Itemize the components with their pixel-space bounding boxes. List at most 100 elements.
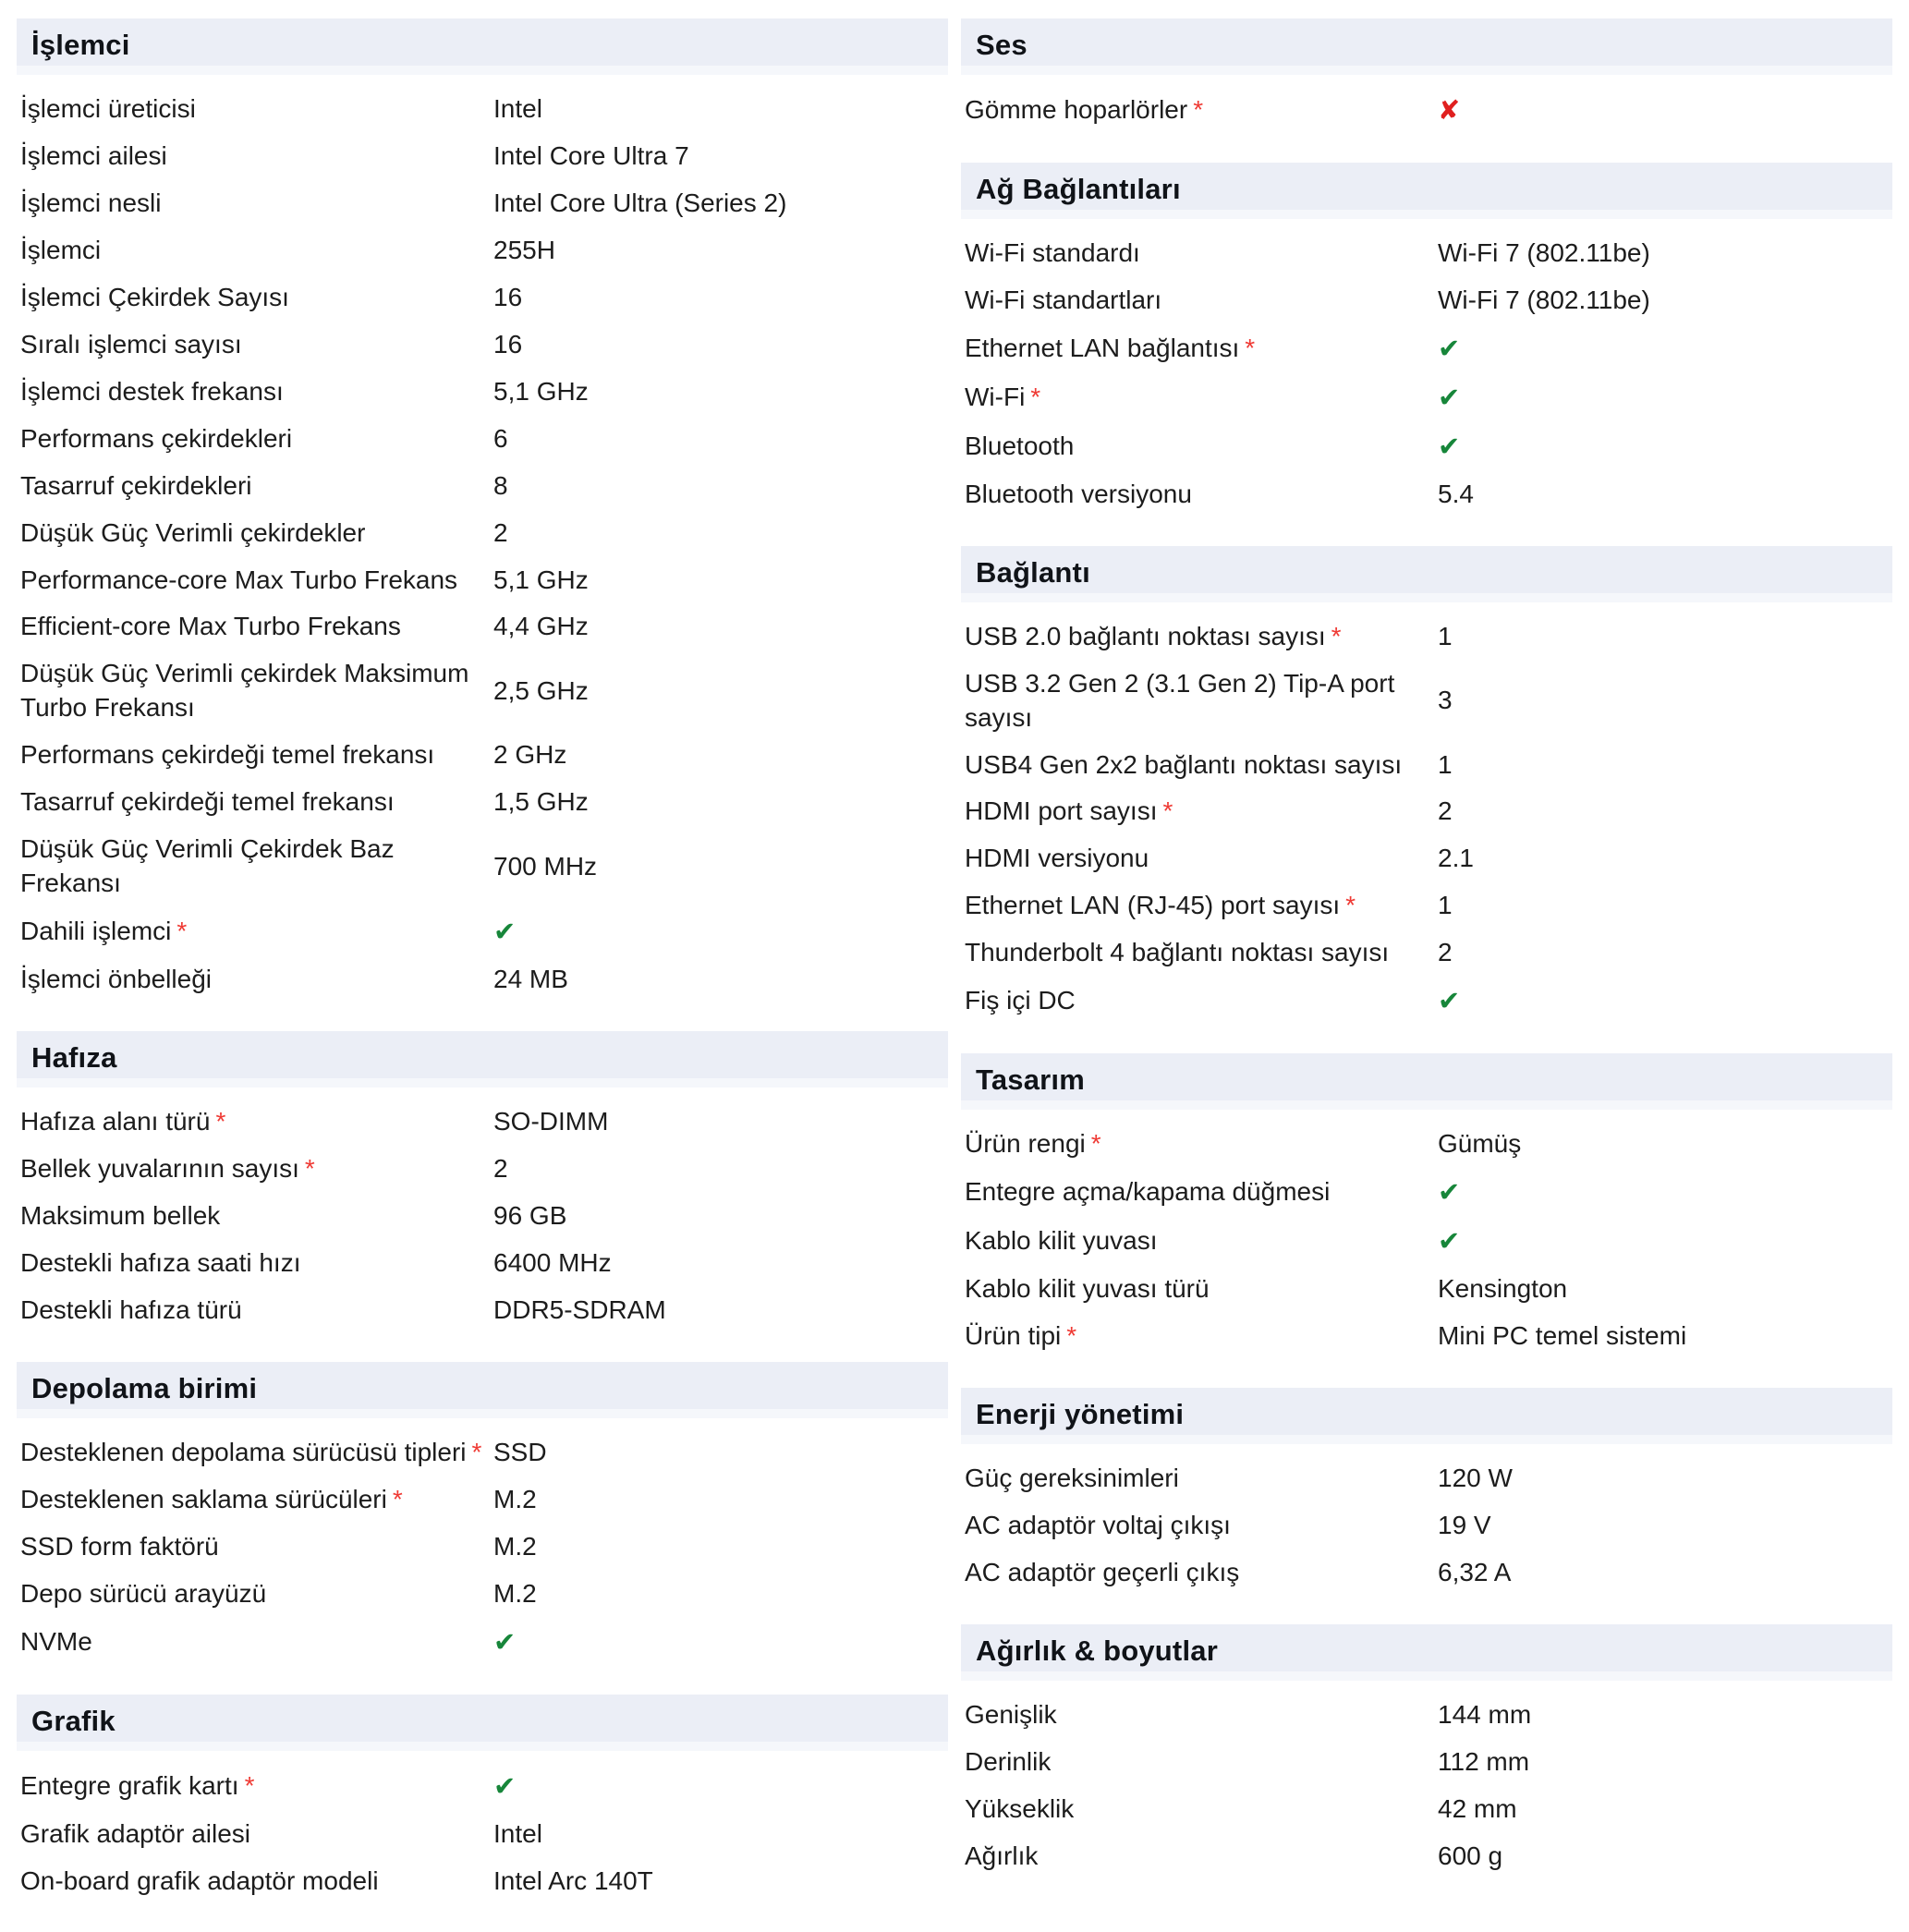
spec-label: Yükseklik [965, 1793, 1075, 1823]
section-header: Tasarım [961, 1053, 1892, 1111]
spec-row: Efficient-core Max Turbo Frekans 4,4 GHz [17, 603, 948, 650]
spec-label: On-board grafik adaptör modeli [20, 1865, 379, 1895]
spec-label: USB 2.0 bağlantı noktası sayısı * [965, 621, 1342, 650]
spec-label: AC adaptör voltaj çıkışı [965, 1510, 1231, 1539]
required-asterisk: * [1345, 891, 1356, 920]
spec-label: Bellek yuvalarının sayısı * [20, 1154, 315, 1184]
spec-row: Düşük Güç Verimli çekirdek Maksimum Turb… [17, 650, 948, 732]
spec-value: ✔ [1438, 380, 1892, 416]
spec-row: SSD form faktörü M.2 [17, 1524, 948, 1571]
spec-label: SSD form faktörü [20, 1531, 219, 1561]
spec-value: Wi-Fi 7 (802.11be) [1438, 237, 1650, 267]
spec-label: Performans çekirdeği temel frekansı [20, 740, 435, 770]
spec-row: İşlemci ailesi Intel Core Ultra 7 [17, 133, 948, 180]
spec-row: Tasarruf çekirdeği temel frekansı 1,5 GHz [17, 779, 948, 826]
spec-label: Depo sürücü arayüzü [20, 1578, 267, 1608]
spec-value: 1 [1438, 621, 1453, 650]
spec-row: Destekli hafıza türü DDR5-SDRAM [17, 1287, 948, 1334]
spec-row: Kablo kilit yuvası ✔ [961, 1217, 1892, 1266]
spec-label: NVMe [20, 1626, 92, 1656]
spec-label: Efficient-core Max Turbo Frekans [20, 612, 401, 641]
spec-label: Ağırlık [965, 1841, 1039, 1870]
spec-label: İşlemci destek frekansı [20, 376, 284, 406]
spec-row: Düşük Güç Verimli çekirdekler 2 [17, 510, 948, 557]
spec-value: 120 W [1438, 1464, 1513, 1493]
spec-label: Destekli hafıza türü [20, 1294, 242, 1324]
spec-value: Intel [493, 1818, 542, 1848]
spec-value: Intel Arc 140T [493, 1865, 653, 1895]
spec-section: Bağlantı USB 2.0 bağlantı noktası sayısı *… [961, 545, 1892, 1027]
spec-row: Depo sürücü arayüzü M.2 [17, 1571, 948, 1618]
spec-row: HDMI versiyonu 2.1 [961, 835, 1892, 882]
check-icon: ✔ [1438, 985, 1461, 1017]
spec-row: Grafik adaptör ailesi Intel [17, 1811, 948, 1858]
spec-row: Ürün tipi * Mini PC temel sistemi [961, 1313, 1892, 1360]
spec-row: Bluetooth ✔ [961, 422, 1892, 471]
required-asterisk: * [1090, 1129, 1101, 1159]
spec-value: Intel [493, 94, 542, 123]
spec-value: 16 [493, 282, 523, 311]
spec-label: Tasarruf çekirdeği temel frekansı [20, 787, 395, 817]
spec-row: Fiş içi DC ✔ [961, 977, 1892, 1026]
spec-value: ✔ [493, 1624, 948, 1660]
spec-value: 5,1 GHz [493, 565, 589, 594]
spec-section: Enerji yönetimi Güç gereksinimleri 120 W AC… [961, 1388, 1892, 1597]
spec-value: SO-DIMM [493, 1107, 609, 1136]
spec-row: HDMI port sayısı * 2 [961, 788, 1892, 835]
spec-row: İşlemci destek frekansı 5,1 GHz [17, 369, 948, 416]
spec-section: Ağırlık & boyutlar Genişlik 144 mm Derinlik… [961, 1623, 1892, 1880]
check-icon: ✔ [1438, 381, 1461, 413]
spec-value: M.2 [493, 1484, 537, 1513]
spec-value: 112 mm [1438, 1746, 1530, 1776]
section-header: Ağırlık & boyutlar [961, 1623, 1892, 1681]
spec-label: Derinlik [965, 1746, 1052, 1776]
spec-row: Dahili işlemci * ✔ [17, 907, 948, 956]
spec-row: Kablo kilit yuvası türü Kensington [961, 1266, 1892, 1313]
cross-icon: ✘ [1438, 94, 1461, 126]
spec-value: 2 [1438, 938, 1453, 967]
spec-row: Desteklenen saklama sürücüleri * M.2 [17, 1476, 948, 1524]
spec-row: Bluetooth versiyonu 5.4 [961, 471, 1892, 518]
spec-label: Sıralı işlemci sayısı [20, 329, 242, 358]
spec-row: Entegre açma/kapama düğmesi ✔ [961, 1168, 1892, 1217]
spec-value: ✔ [1438, 1223, 1892, 1259]
spec-row: Wi-Fi * ✔ [961, 373, 1892, 422]
spec-value: ✔ [1438, 983, 1892, 1019]
spec-value: 2 [1438, 796, 1453, 826]
section-header: Grafik [17, 1694, 948, 1751]
spec-row: Ürün rengi * Gümüş [961, 1121, 1892, 1168]
section-header: Depolama birimi [17, 1361, 948, 1418]
spec-label: İşlemci önbelleği [20, 965, 212, 994]
spec-label: Tasarruf çekirdekleri [20, 470, 252, 500]
spec-row: Maksimum bellek 96 GB [17, 1193, 948, 1240]
spec-label: Hafıza alanı türü * [20, 1107, 226, 1136]
spec-value: SSD [493, 1437, 547, 1466]
spec-section: Ağ Bağlantıları Wi-Fi standardı Wi-Fi 7 (8… [961, 162, 1892, 518]
spec-label: Ethernet LAN bağlantısı * [965, 333, 1256, 362]
check-icon: ✔ [493, 1769, 517, 1802]
spec-value: Kensington [1438, 1274, 1568, 1304]
spec-label: HDMI versiyonu [965, 844, 1149, 873]
spec-row: Wi-Fi standardı Wi-Fi 7 (802.11be) [961, 230, 1892, 277]
spec-label: Kablo kilit yuvası türü [965, 1274, 1210, 1304]
spec-label: Maksimum bellek [20, 1200, 221, 1230]
required-asterisk: * [1066, 1321, 1077, 1351]
spec-value: 2 [493, 1154, 508, 1184]
spec-label: Bluetooth [965, 431, 1075, 460]
spec-row: Entegre grafik kartı * ✔ [17, 1762, 948, 1811]
spec-row: İşlemci üreticisi Intel [17, 86, 948, 133]
spec-column-left: İşlemci İşlemci üreticisi Intel İşlemci ail… [17, 18, 948, 1904]
spec-label: Ürün tipi * [965, 1321, 1077, 1351]
spec-label: Düşük Güç Verimli Çekirdek Baz Frekansı [20, 834, 395, 898]
spec-row: Genişlik 144 mm [961, 1692, 1892, 1739]
spec-row: USB 2.0 bağlantı noktası sayısı * 1 [961, 614, 1892, 661]
check-icon: ✔ [493, 1625, 517, 1658]
spec-value: 24 MB [493, 965, 568, 994]
spec-row: İşlemci nesli Intel Core Ultra (Series 2) [17, 180, 948, 227]
spec-label: Performans çekirdekleri [20, 423, 293, 453]
spec-value: 1 [1438, 891, 1453, 920]
spec-label: Desteklenen saklama sürücüleri * [20, 1484, 403, 1513]
spec-value: Mini PC temel sistemi [1438, 1321, 1687, 1351]
spec-row: Ethernet LAN (RJ-45) port sayısı * 1 [961, 882, 1892, 930]
spec-value: ✔ [1438, 429, 1892, 465]
